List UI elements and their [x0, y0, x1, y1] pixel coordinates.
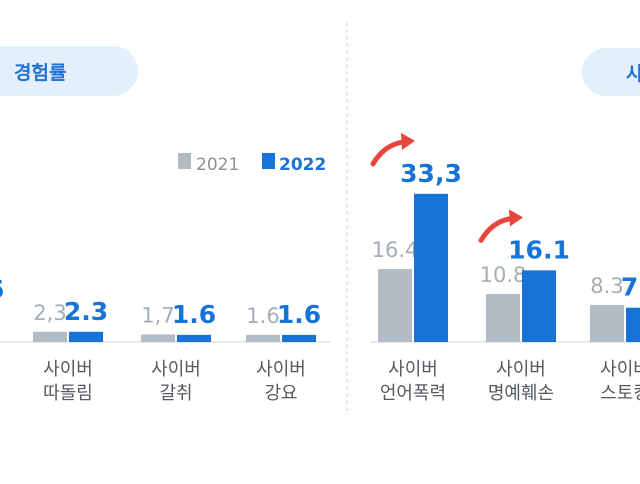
- bar-gangyo-2021: [246, 334, 280, 342]
- data-label-ttadolim-2021: 2,3: [33, 301, 66, 325]
- left-header-pill: [0, 46, 138, 96]
- category-label-galchwi-line1: 사이버: [151, 359, 201, 380]
- data-label-partial-2022: 5: [0, 275, 5, 304]
- trend-arrow-myeongye-head: [509, 209, 523, 227]
- category-label-myeongye-line2: 명예훼손: [488, 383, 554, 404]
- data-label-ttadolim-2022: 2.3: [64, 297, 108, 326]
- bar-gangyo-2022: [282, 334, 316, 342]
- category-label-eoneo-line1: 사이버: [388, 359, 438, 380]
- trend-arrow-eoneo-head: [401, 132, 415, 150]
- category-label-ttadolim-line2: 따돌림: [43, 383, 93, 404]
- data-label-stalking-2022: 7.7: [621, 273, 640, 302]
- category-label-ttadolim-line1: 사이버: [43, 359, 93, 380]
- category-label-gangyo-line1: 사이버: [256, 359, 306, 380]
- category-label-myeongye-line1: 사이버: [496, 359, 546, 380]
- left-header-label: 경험률: [14, 62, 66, 84]
- legend-label-2021: 2021: [196, 155, 239, 175]
- legend-swatch-2022: [262, 153, 275, 169]
- category-label-gangyo-line2: 강요: [264, 383, 297, 404]
- data-label-galchwi-2022: 1.6: [172, 300, 216, 329]
- data-label-stalking-2021: 8.3: [590, 274, 623, 298]
- category-label-stalking-line1: 사이버: [600, 359, 640, 380]
- chart-marks: 52,32.3사이버따돌림1,71.6사이버갈취1.61.6사이버강요16.43…: [0, 132, 640, 404]
- data-label-galchwi-2021: 1,7: [141, 303, 174, 327]
- category-label-eoneo-line2: 언어폭력: [380, 383, 446, 404]
- data-label-eoneo-2021: 16.4: [372, 238, 419, 262]
- data-label-myeongye-2022: 16.1: [508, 235, 570, 264]
- bar-ttadolim-2022: [69, 331, 103, 342]
- bar-myeongye-2022: [522, 270, 556, 342]
- bar-eoneo-2022: [414, 193, 448, 342]
- data-label-myeongye-2021: 10.8: [480, 263, 527, 287]
- right-header-label: 사: [626, 63, 640, 85]
- right-header-pill: [582, 48, 640, 96]
- legend-swatch-2021: [178, 153, 191, 169]
- legend-label-2022: 2022: [279, 155, 326, 175]
- category-label-galchwi-line2: 갈취: [159, 383, 192, 404]
- bar-stalking-2021: [590, 305, 624, 342]
- bar-stalking-2022: [626, 307, 640, 342]
- data-label-gangyo-2022: 1.6: [277, 300, 321, 329]
- bar-ttadolim-2021: [33, 331, 67, 342]
- bar-galchwi-2022: [177, 334, 211, 342]
- category-label-stalking-line2: 스토킹: [600, 383, 640, 404]
- data-label-gangyo-2021: 1.6: [246, 304, 279, 328]
- bar-eoneo-2021: [378, 269, 412, 342]
- data-label-eoneo-2022: 33,3: [400, 159, 462, 188]
- bar-galchwi-2021: [141, 334, 175, 342]
- bar-myeongye-2021: [486, 293, 520, 342]
